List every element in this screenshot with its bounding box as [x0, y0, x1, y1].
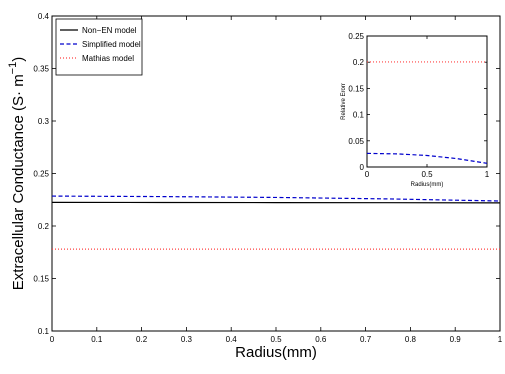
x-tick-label: 0 — [50, 335, 55, 344]
y-axis-label-superscript: −1 — [7, 62, 19, 75]
legend-box — [55, 18, 143, 76]
y-tick-label: 0.2 — [38, 222, 50, 231]
x-tick-label: 0.6 — [315, 335, 327, 344]
y-axis-label: Extracellular Conductance (S· m−1) — [7, 57, 27, 290]
legend: Non−EN model Simplified model Mathias mode… — [55, 18, 143, 76]
inset-x-axis-label: Radius(mm) — [411, 182, 444, 188]
inset-y-axis-label-text: Relative Erorr — [341, 83, 347, 120]
y-tick-label: 0.1 — [38, 327, 50, 336]
x-tick-label: 0.4 — [226, 335, 238, 344]
legend-label-1: Simplified model — [82, 40, 141, 49]
y-axis-label-text: Extracellular Conductance (S· m — [10, 74, 27, 290]
x-tick-label: 0.1 — [91, 335, 103, 344]
inset-y-tick-label: 0.25 — [348, 32, 364, 41]
y-axis-label-close: ) — [10, 57, 27, 62]
inset-y-axis-label: Relative Erorr — [341, 83, 347, 120]
inset-x-tick-label: 1 — [485, 170, 490, 179]
x-tick-label: 1 — [498, 335, 503, 344]
inset-plot-frame — [366, 35, 488, 168]
inset-y-tick-label: 0.15 — [348, 84, 364, 93]
x-axis-label: Radius(mm) — [235, 344, 317, 361]
y-tick-label: 0.35 — [33, 65, 49, 74]
y-tick-label: 0.15 — [33, 275, 49, 284]
x-tick-label: 0.2 — [136, 335, 148, 344]
x-tick-label: 0.5 — [270, 335, 282, 344]
y-tick-label: 0.25 — [33, 170, 49, 179]
inset-x-tick-label: 0 — [365, 170, 370, 179]
x-tick-label: 0.8 — [405, 335, 417, 344]
inset-y-tick-label: 0 — [360, 163, 365, 172]
legend-label-2: Mathias model — [82, 54, 134, 63]
y-tick-label: 0.3 — [38, 117, 50, 126]
legend-label-0: Non−EN model — [82, 26, 137, 35]
inset-y-tick-label: 0.05 — [348, 137, 364, 146]
x-tick-label: 0.3 — [181, 335, 193, 344]
series-line-1 — [51, 195, 501, 202]
y-tick-label: 0.4 — [38, 12, 50, 21]
inset-chart: 0 0.5 1 0 0.05 0.1 0.15 0.2 0.25 Radius(mm) Relati… — [341, 32, 490, 188]
inset-x-tick-label: 0.5 — [421, 170, 433, 179]
inset-y-tick-label: 0.1 — [353, 111, 365, 120]
inset-series-line-1 — [366, 152, 488, 164]
x-tick-label: 0.9 — [450, 335, 462, 344]
series-line-0 — [51, 201, 501, 204]
x-tick-label: 0.7 — [360, 335, 372, 344]
inset-y-tick-label: 0.2 — [353, 58, 365, 67]
